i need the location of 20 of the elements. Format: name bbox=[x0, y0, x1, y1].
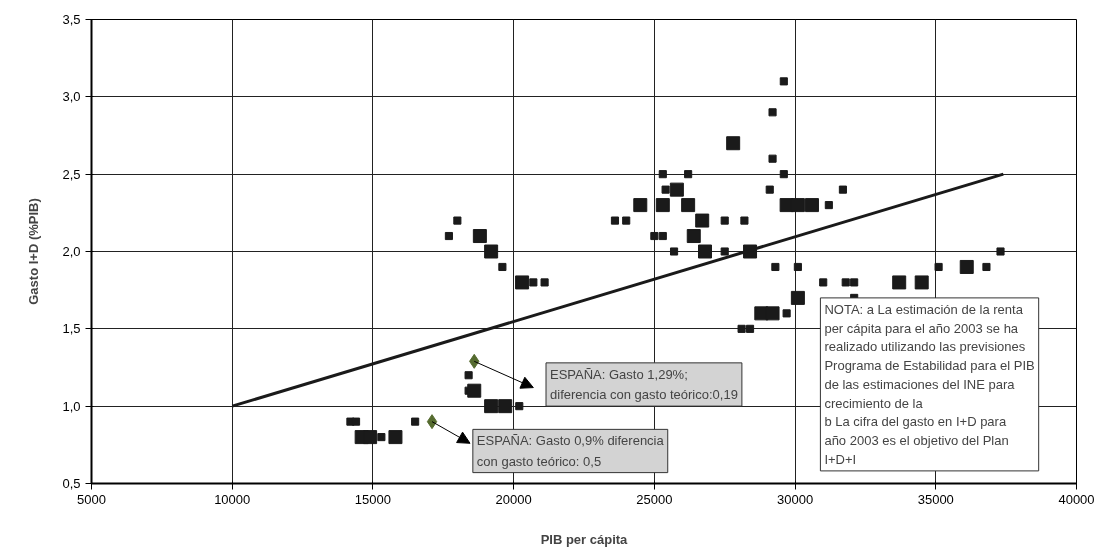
x-tick-label: 25000 bbox=[636, 491, 673, 507]
y-tick-label: 3,5 bbox=[62, 12, 81, 27]
y-tick-label: 1,5 bbox=[62, 321, 81, 337]
y-axis-title: Gasto I+D (%PIB) bbox=[26, 198, 42, 305]
annotation: ESPAÑA: Gasto 0,9% diferencia con gasto teórico: 0,5 bbox=[476, 433, 665, 469]
y-tick-label: 0,5 bbox=[62, 476, 81, 491]
x-tick-label: 30000 bbox=[777, 491, 814, 507]
y-tick-label: 2,0 bbox=[62, 244, 81, 259]
x-tick-label: 40000 bbox=[1058, 491, 1095, 507]
annotation: ESPAÑA: Gasto 1,29%; diferencia con gasto teórico:0,19 bbox=[550, 366, 738, 403]
x-axis-title: PIB per cápita bbox=[540, 531, 629, 547]
text: NOTA: a La estimación de la renta per cápita para el año 2003 se ha realizado utilizando las previsiones Programa de Estabilidad para el PIB de las estimaciones del INE para crecimiento de la b La cifra del gasto en I+D para año 2003 es el objetivo del Plan I+D+I bbox=[824, 301, 1035, 467]
x-tick-label: 20000 bbox=[495, 491, 532, 507]
y-tick-label: 3,0 bbox=[62, 89, 81, 105]
x-tick-label: 15000 bbox=[354, 491, 392, 507]
y-tick-label: 1,0 bbox=[62, 398, 81, 414]
x-tick-label: 5000 bbox=[77, 491, 106, 507]
x-tick-label: 35000 bbox=[917, 491, 954, 507]
x-tick-label: 10000 bbox=[214, 491, 251, 507]
y-tick-label: 2,5 bbox=[62, 166, 81, 182]
